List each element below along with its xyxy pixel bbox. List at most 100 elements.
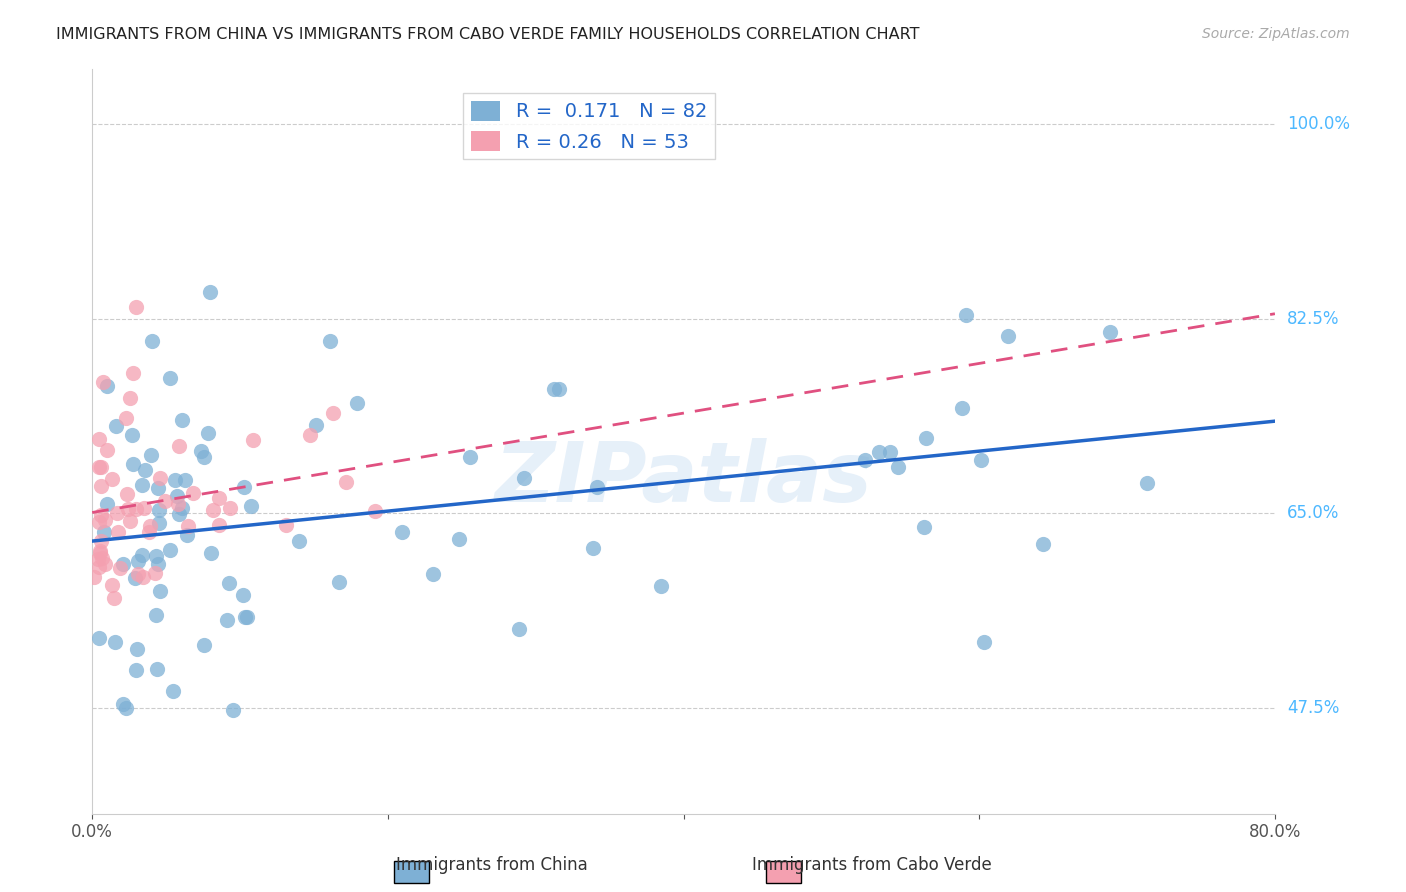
Point — [422, 567, 444, 582]
Point — [127, 567, 149, 582]
Point — [190, 444, 212, 458]
Point — [970, 453, 993, 467]
Point — [449, 532, 471, 546]
Point — [955, 308, 977, 322]
Point — [122, 367, 145, 381]
Point — [124, 571, 146, 585]
Point — [110, 561, 132, 575]
Point — [139, 519, 162, 533]
Point — [138, 525, 160, 540]
Point — [93, 558, 115, 572]
Text: 47.5%: 47.5% — [1286, 699, 1339, 717]
Point — [200, 545, 222, 559]
Point — [131, 478, 153, 492]
Point — [886, 460, 908, 475]
Point — [1032, 537, 1054, 551]
Point — [89, 459, 111, 474]
Point — [127, 642, 149, 657]
Point — [139, 448, 162, 462]
Point — [319, 334, 342, 348]
Point — [288, 534, 311, 549]
Point — [879, 444, 901, 458]
Point — [217, 613, 239, 627]
Point — [201, 503, 224, 517]
Point — [166, 489, 188, 503]
Point — [87, 551, 110, 566]
Point — [89, 544, 111, 558]
Point — [305, 417, 328, 432]
Point — [146, 557, 169, 571]
Point — [83, 570, 105, 584]
Point — [91, 375, 114, 389]
Point — [364, 504, 387, 518]
Point — [868, 444, 890, 458]
Point — [103, 591, 125, 605]
Point — [1099, 325, 1122, 339]
Point — [148, 503, 170, 517]
Point — [650, 578, 672, 592]
Point — [391, 525, 413, 540]
Point — [328, 575, 350, 590]
Point — [134, 463, 156, 477]
Point — [100, 577, 122, 591]
Point — [89, 432, 111, 446]
Point — [143, 566, 166, 581]
Point — [853, 452, 876, 467]
Point — [181, 485, 204, 500]
Point — [458, 450, 481, 465]
Point — [167, 507, 190, 521]
Point — [94, 513, 117, 527]
Point — [145, 607, 167, 622]
Point — [149, 471, 172, 485]
Point — [127, 554, 149, 568]
Point — [104, 634, 127, 648]
Point — [235, 610, 257, 624]
Point — [219, 500, 242, 515]
Point — [914, 431, 936, 445]
Point — [107, 506, 129, 520]
Point — [197, 425, 219, 440]
Point — [125, 502, 148, 516]
Point — [141, 334, 163, 348]
Point — [232, 480, 254, 494]
Point — [163, 474, 186, 488]
Point — [198, 285, 221, 299]
Point — [222, 703, 245, 717]
Point — [96, 379, 118, 393]
Point — [131, 548, 153, 562]
Point — [193, 450, 215, 464]
Point — [89, 631, 111, 645]
Point — [125, 663, 148, 677]
Point — [90, 533, 112, 548]
Point — [89, 546, 111, 560]
Point — [346, 396, 368, 410]
Point — [148, 516, 170, 530]
Point — [322, 407, 344, 421]
Text: IMMIGRANTS FROM CHINA VS IMMIGRANTS FROM CABO VERDE FAMILY HOUSEHOLDS CORRELATIO: IMMIGRANTS FROM CHINA VS IMMIGRANTS FROM… — [56, 27, 920, 42]
Point — [90, 460, 112, 475]
Point — [89, 560, 111, 574]
Point — [242, 433, 264, 447]
Text: 82.5%: 82.5% — [1286, 310, 1340, 327]
Point — [239, 499, 262, 513]
Point — [159, 542, 181, 557]
Point — [513, 471, 536, 485]
Text: ZIPatlas: ZIPatlas — [495, 438, 873, 519]
Point — [132, 500, 155, 515]
Point — [115, 487, 138, 501]
Text: 100.0%: 100.0% — [1286, 115, 1350, 133]
Point — [101, 472, 124, 486]
Point — [145, 549, 167, 563]
Point — [298, 428, 321, 442]
Point — [176, 528, 198, 542]
Point — [125, 300, 148, 314]
Point — [107, 525, 129, 540]
Point — [115, 701, 138, 715]
Point — [117, 502, 139, 516]
Point — [155, 494, 177, 508]
Point — [96, 498, 118, 512]
Text: 65.0%: 65.0% — [1286, 504, 1339, 523]
Text: Immigrants from Cabo Verde: Immigrants from Cabo Verde — [752, 856, 991, 874]
Point — [132, 570, 155, 584]
Point — [582, 541, 605, 555]
